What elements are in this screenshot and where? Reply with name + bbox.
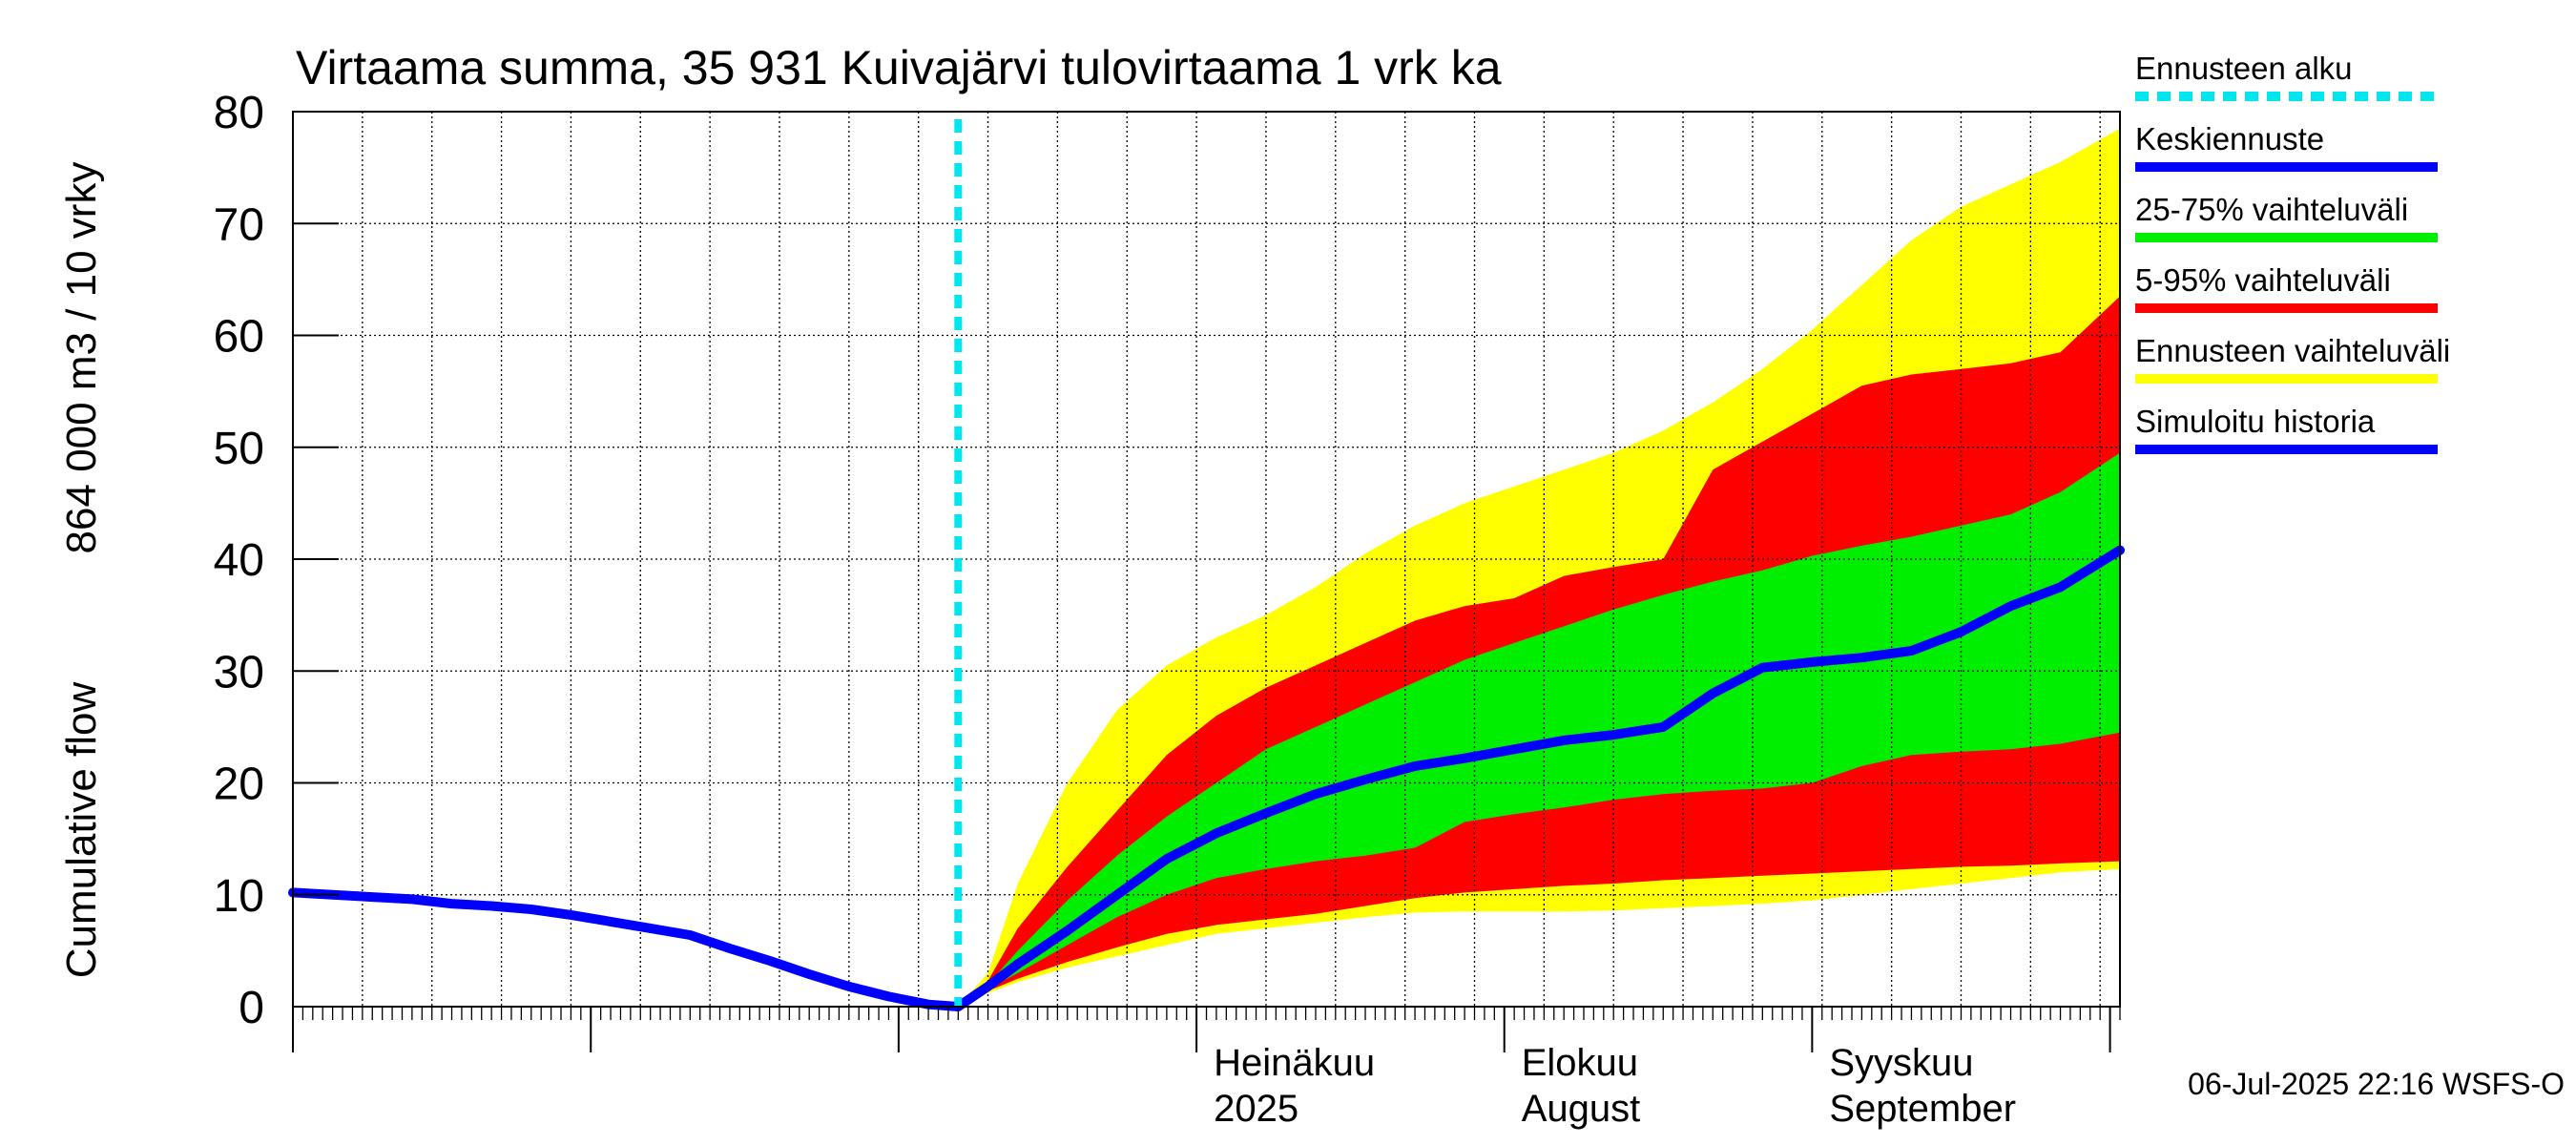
legend-label: 25-75% vaihteluväli (2135, 192, 2408, 227)
y-tick-label: 50 (214, 424, 264, 474)
chart-legend: Ennusteen alku Keskiennuste 25-75% vaihtel… (2135, 51, 2450, 454)
x-month-label: Elokuu (1522, 1042, 1638, 1084)
x-month-sublabel: 2025 (1214, 1088, 1298, 1130)
y-tick-label: 80 (214, 88, 264, 138)
y-axis-label: Cumulative flow 864 000 m3 / 10 vrky (58, 162, 105, 979)
series-line-mean (953, 545, 2125, 1011)
chart-axes (292, 111, 2121, 1052)
x-month-label: Syyskuu (1829, 1042, 1973, 1084)
x-month-sublabel: August (1522, 1088, 1641, 1130)
legend-label: Keskiennuste (2135, 121, 2324, 156)
y-tick-label: 0 (239, 983, 264, 1033)
y-tick-label: 20 (214, 760, 264, 810)
chart-lines (288, 119, 2125, 1011)
legend-label: Simuloitu historia (2135, 404, 2376, 439)
chart-grid (293, 111, 2120, 1007)
legend-label: 5-95% vaihteluväli (2135, 262, 2391, 298)
x-month-label: Heinäkuu (1214, 1042, 1375, 1084)
band-p25_75 (958, 452, 2120, 1008)
y-tick-label: 40 (214, 535, 264, 586)
legend-label: Ennusteen vaihteluväli (2135, 333, 2450, 368)
y-axis-label-line-1: Cumulative flow (58, 682, 105, 979)
legend-label: Ennusteen alku (2135, 51, 2353, 86)
chart-title: Virtaama summa, 35 931 Kuivajärvi tulovi… (296, 41, 1502, 94)
y-tick-label: 70 (214, 199, 264, 250)
y-tick-label: 60 (214, 312, 264, 363)
y-tick-labels: 0 10 20 30 40 50 60 70 80 (214, 88, 264, 1033)
y-axis-label-line-2: 864 000 m3 / 10 vrky (58, 162, 105, 554)
y-tick-label: 10 (214, 871, 264, 922)
series-line-history (288, 887, 964, 1011)
chart-areas (958, 128, 2120, 1008)
y-tick-label: 30 (214, 647, 264, 697)
x-month-sublabel: September (1829, 1088, 2016, 1130)
timestamp-text: 06-Jul-2025 22:16 WSFS-O (2188, 1067, 2565, 1101)
